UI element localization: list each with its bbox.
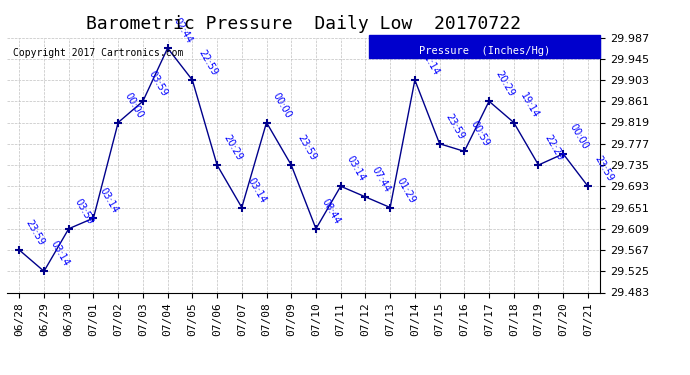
Text: 00:59: 00:59: [469, 119, 491, 148]
Text: 20:29: 20:29: [221, 133, 244, 162]
Text: 20:29: 20:29: [493, 69, 516, 99]
Text: 03:14: 03:14: [97, 186, 120, 215]
Text: 08:44: 08:44: [320, 197, 343, 226]
Text: 22:59: 22:59: [197, 48, 219, 77]
Text: 03:14: 03:14: [345, 154, 367, 183]
Text: 02:44: 02:44: [172, 16, 195, 45]
Text: 00:00: 00:00: [270, 91, 293, 120]
Text: Copyright 2017 Cartronics.com: Copyright 2017 Cartronics.com: [13, 48, 184, 58]
FancyBboxPatch shape: [369, 35, 600, 58]
Text: 03:59: 03:59: [73, 197, 95, 226]
Text: 23:59: 23:59: [444, 112, 466, 141]
Text: 23:59: 23:59: [23, 218, 46, 247]
Text: 19:14: 19:14: [518, 91, 540, 120]
Text: 01:29: 01:29: [394, 176, 417, 205]
Text: 23:59: 23:59: [295, 133, 318, 162]
Text: 07:44: 07:44: [370, 165, 392, 194]
Text: Pressure  (Inches/Hg): Pressure (Inches/Hg): [419, 46, 550, 56]
Text: 01:14: 01:14: [419, 48, 442, 77]
Text: 03:14: 03:14: [246, 176, 268, 205]
Text: 03:14: 03:14: [48, 240, 70, 268]
Text: 22:29: 22:29: [542, 133, 565, 162]
Text: 00:00: 00:00: [567, 122, 590, 151]
Text: 00:00: 00:00: [122, 91, 145, 120]
Text: 23:59: 23:59: [592, 154, 615, 183]
Text: 03:59: 03:59: [147, 69, 170, 99]
Title: Barometric Pressure  Daily Low  20170722: Barometric Pressure Daily Low 20170722: [86, 15, 521, 33]
